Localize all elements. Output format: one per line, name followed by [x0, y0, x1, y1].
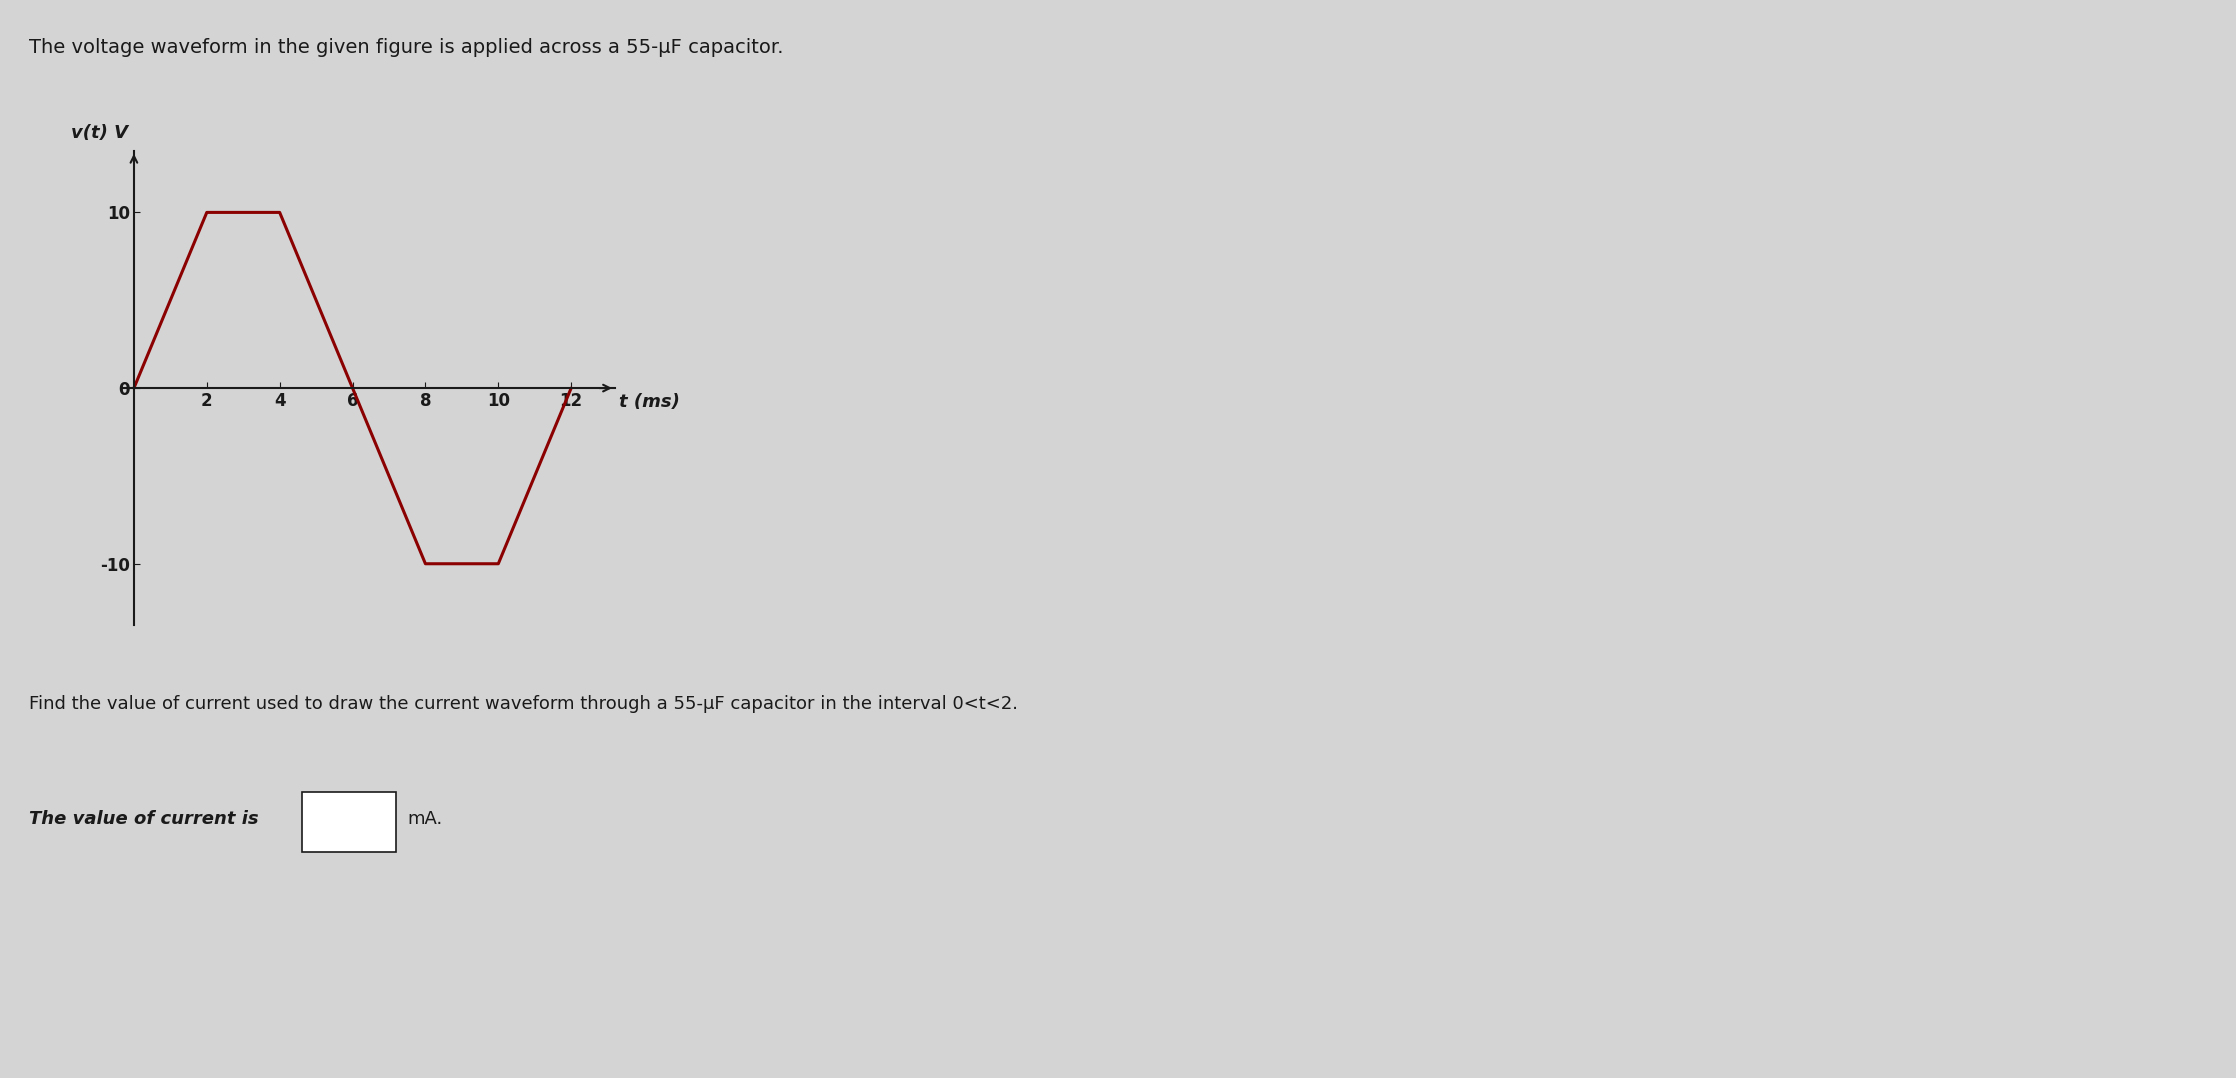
Text: Find the value of current used to draw the current waveform through a 55-μF capa: Find the value of current used to draw t…	[29, 695, 1017, 714]
Text: mA.: mA.	[407, 811, 443, 828]
Text: t (ms): t (ms)	[619, 393, 680, 411]
Text: v(t) V: v(t) V	[72, 124, 127, 142]
Text: The voltage waveform in the given figure is applied across a 55-μF capacitor.: The voltage waveform in the given figure…	[29, 38, 783, 57]
Text: The value of current is: The value of current is	[29, 811, 259, 828]
